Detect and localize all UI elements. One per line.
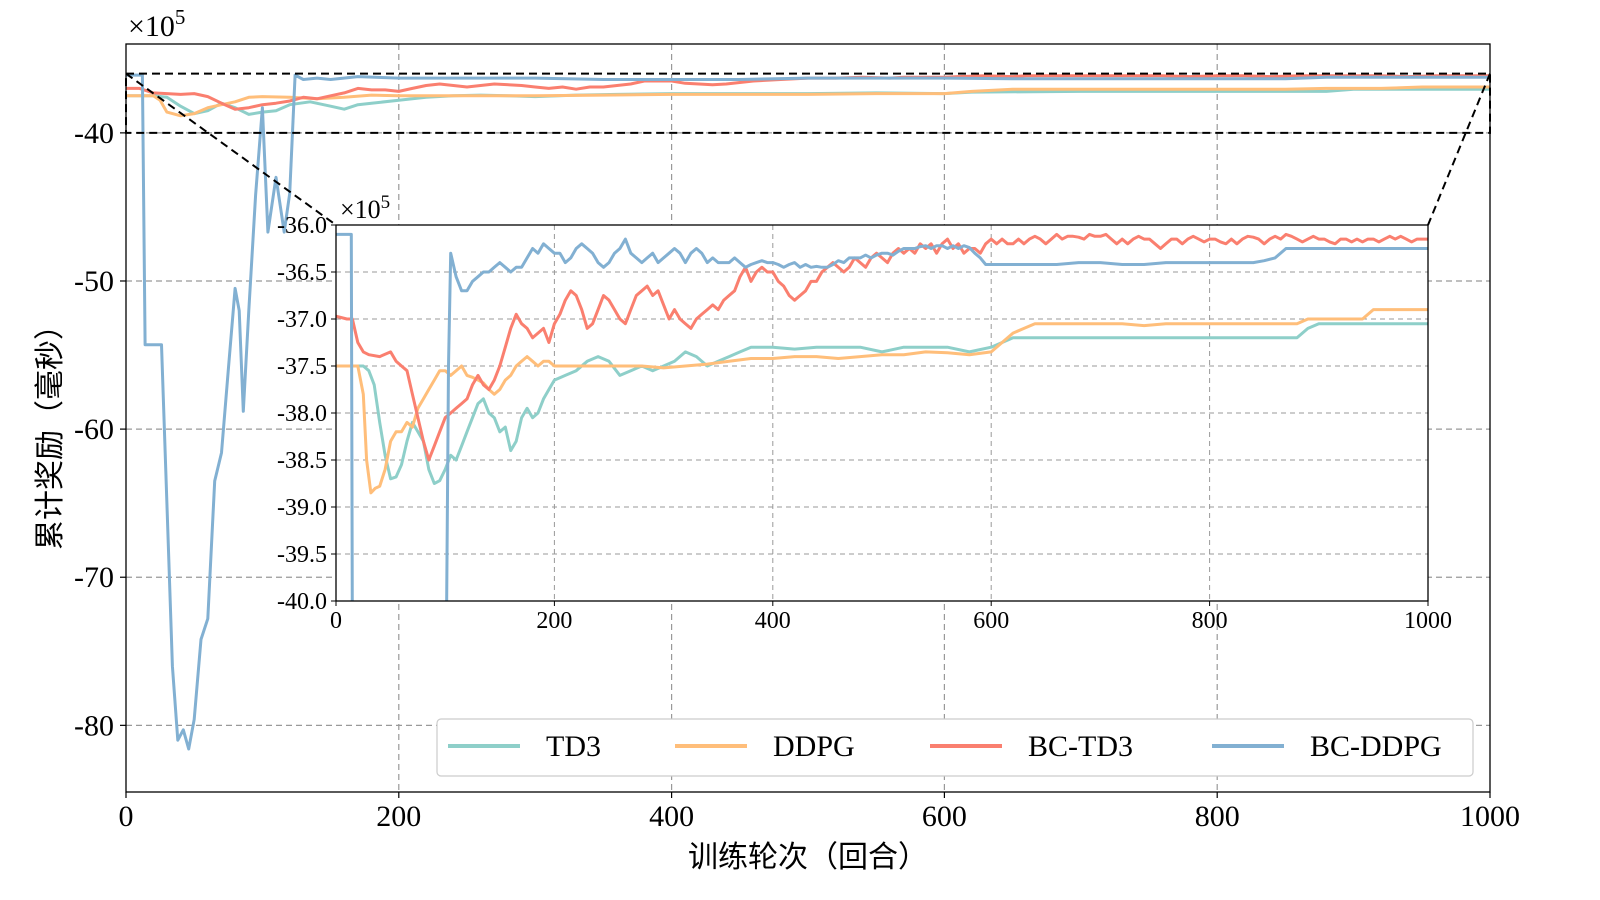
inset-series-bc-ddpg xyxy=(336,232,1428,601)
zoom-connectors xyxy=(125,72,1491,226)
inset-series-bc-td3 xyxy=(336,232,1428,462)
inset-y-tick-label: -36.5 xyxy=(277,260,327,286)
legend-items: TD3 DDPG BC-TD3 BC-DDPG xyxy=(448,730,1442,763)
inset-x-tick-label: 200 xyxy=(536,608,572,634)
inset-y-tick-label: -36.0 xyxy=(277,213,327,239)
main-series-bc-ddpg xyxy=(126,73,1490,751)
main-series-bc-td3 xyxy=(126,74,1490,111)
legend-label-bc-td3: BC-TD3 xyxy=(1028,730,1133,763)
inset-tick-labels: 0 200 400 600 800 1000 -36.0 -36.5 -37.0 -37.5 -38… xyxy=(277,213,1452,634)
x-axis-label: 训练轮次（回合） xyxy=(688,840,928,875)
inset-x-tick-label: 0 xyxy=(330,608,342,634)
inset-y-tick-label: -39.5 xyxy=(277,542,327,568)
inset-y-tick-label: -37.5 xyxy=(277,354,327,380)
inset-y-tick-label: -40.0 xyxy=(277,589,327,615)
main-x-tick-label: 600 xyxy=(922,800,967,833)
inset-x-tick-label: 400 xyxy=(755,608,791,634)
inset-offset-label: ×105 xyxy=(340,192,390,224)
main-y-tick-label: -50 xyxy=(74,265,114,298)
main-x-tick-label: 800 xyxy=(1195,800,1240,833)
main-y-tick-label: -60 xyxy=(74,413,114,446)
inset-series-lines xyxy=(336,232,1428,601)
inset-y-tick-label: -39.0 xyxy=(277,495,327,521)
legend: TD3 DDPG BC-TD3 BC-DDPG xyxy=(436,718,1474,777)
inset-y-tick-label: -38.5 xyxy=(277,448,327,474)
main-offset-label: ×105 xyxy=(128,5,185,43)
main-tick-labels: 0 200 400 600 800 1000 -40 -50 -60 -70 -80 xyxy=(74,117,1520,833)
main-x-tick-label: 1000 xyxy=(1460,800,1520,833)
main-y-tick-label: -70 xyxy=(74,561,114,594)
inset-x-tick-label: 800 xyxy=(1192,608,1228,634)
inset-y-tick-label: -38.0 xyxy=(277,401,327,427)
legend-label-td3: TD3 xyxy=(546,730,601,763)
inset-y-tick-label: -37.0 xyxy=(277,307,327,333)
main-plot-frame xyxy=(125,43,1491,793)
zoom-connector-right xyxy=(1427,73,1491,226)
main-series-ddpg xyxy=(126,85,1490,118)
main-y-tick-label: -40 xyxy=(74,117,114,150)
main-x-tick-label: 0 xyxy=(119,800,134,833)
inset-x-tick-label: 600 xyxy=(973,608,1009,634)
y-axis-label: 累计奖励（毫秒） xyxy=(33,310,68,550)
main-x-tick-label: 200 xyxy=(376,800,421,833)
main-y-tick-label: -80 xyxy=(74,709,114,742)
main-x-tick-label: 400 xyxy=(649,800,694,833)
zoom-connector-left xyxy=(125,72,337,226)
inset-x-tick-label: 1000 xyxy=(1404,608,1452,634)
legend-label-ddpg: DDPG xyxy=(773,730,855,763)
legend-label-bc-ddpg: BC-DDPG xyxy=(1310,730,1442,763)
main-series-lines xyxy=(126,73,1490,751)
inset-chart: 0 200 400 600 800 1000 -36.0 -36.5 -37.0 -37.5 -38… xyxy=(277,192,1452,634)
